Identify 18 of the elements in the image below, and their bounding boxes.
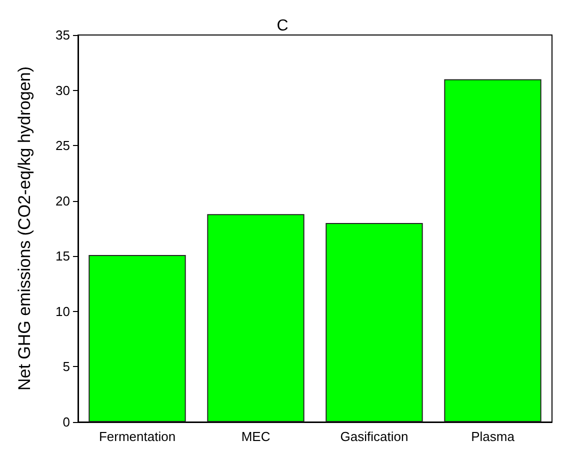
y-tick-label: 35 — [56, 28, 70, 42]
y-tick-label: 30 — [56, 82, 70, 98]
chart-title: C — [276, 18, 288, 34]
y-axis-title: Net GHG emissions (CO2-eq/kg hydrogen) — [15, 66, 34, 391]
y-tick-label: 5 — [62, 359, 70, 374]
x-tick-label: MEC — [241, 429, 270, 444]
x-tick-label: Plasma — [471, 429, 516, 444]
y-tick-label: 20 — [56, 193, 70, 208]
y-tick-label: 10 — [56, 304, 70, 319]
y-tick-label: 25 — [56, 138, 70, 154]
bar — [444, 79, 542, 422]
x-tick-label: Gasification — [340, 429, 408, 444]
bar — [326, 222, 423, 422]
bar — [88, 255, 186, 422]
y-tick-label: 15 — [56, 248, 70, 264]
x-tick-label: Fermentation — [98, 429, 176, 444]
y-tick-label: 0 — [62, 414, 70, 430]
bar — [207, 214, 304, 422]
